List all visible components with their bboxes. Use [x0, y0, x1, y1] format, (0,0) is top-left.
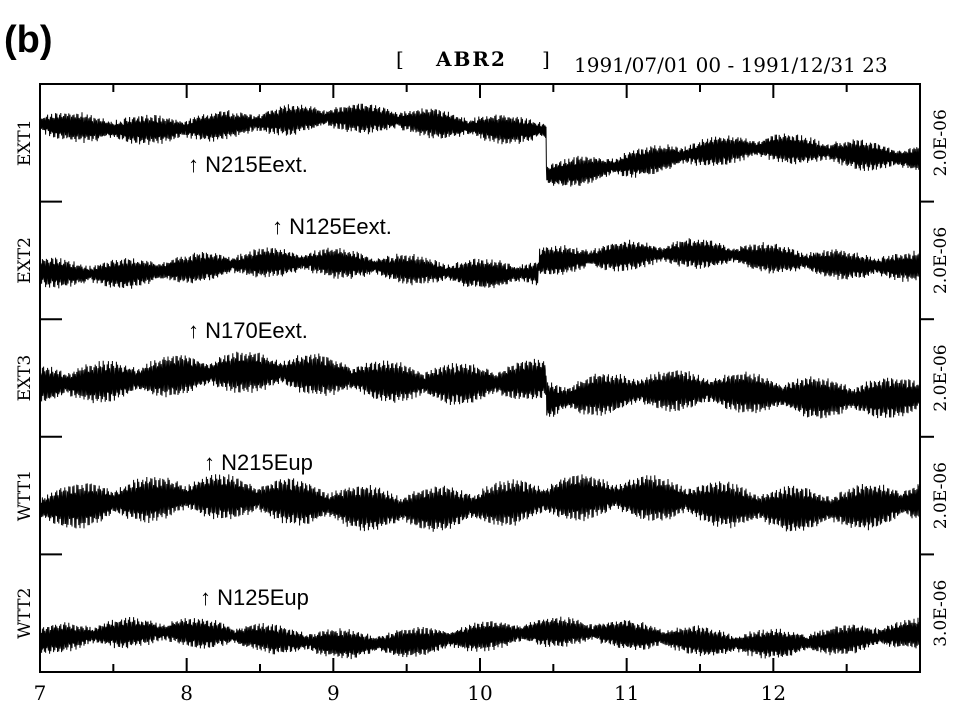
scale-label: 2.0E-06	[931, 344, 951, 411]
scale-labels: 2.0E-06 2.0E-06 2.0E-06 2.0E-06 3.0E-06	[931, 109, 951, 647]
trace-annotation: ↑ N125Eup	[200, 585, 309, 610]
trace-ext3	[39, 351, 921, 419]
x-tick-labels: 7 8 9 10 11 12	[34, 681, 786, 705]
x-tick-label: 9	[327, 681, 340, 705]
trace-wtt1	[39, 474, 921, 532]
scale-label: 3.0E-06	[931, 580, 951, 647]
trace-annotation: ↑ N215Eup	[204, 450, 313, 475]
x-tick-label: 7	[34, 681, 47, 705]
trace-group	[39, 103, 921, 660]
trace-annotations: ↑ N215Eext. ↑ N125Eext. ↑ N170Eext. ↑ N215E…	[188, 152, 392, 610]
channel-label: EXT2	[15, 237, 35, 284]
trace-annotation: ↑ N170Eext.	[188, 318, 308, 343]
scale-label: 2.0E-06	[931, 109, 951, 176]
scale-label: 2.0E-06	[931, 227, 951, 294]
x-tick-label: 11	[614, 681, 639, 705]
title-bracket-open: [	[396, 47, 404, 71]
x-tick-label: 8	[180, 681, 193, 705]
panel-label: (b)	[4, 19, 53, 61]
channel-label: EXT3	[15, 355, 35, 402]
axis-ticks	[39, 84, 934, 672]
trace-annotation: ↑ N125Eext.	[272, 214, 392, 239]
trace-wtt2	[39, 616, 921, 660]
channel-label: WTT1	[15, 470, 35, 521]
title-station: ABR2	[435, 47, 507, 71]
x-tick-label: 10	[467, 681, 492, 705]
trace-ext1	[39, 103, 921, 187]
scale-label: 2.0E-06	[931, 462, 951, 529]
title-date-range: 1991/07/01 00 - 1991/12/31 23	[574, 53, 888, 77]
x-tick-label: 12	[761, 681, 786, 705]
channel-labels: EXT1 EXT2 EXT3 WTT1 WTT2	[15, 119, 35, 638]
channel-label: WTT2	[15, 588, 35, 639]
trace-ext2	[39, 238, 921, 289]
channel-label: EXT1	[15, 119, 35, 166]
trace-annotation: ↑ N215Eext.	[188, 152, 308, 177]
title-bracket-close: ]	[542, 47, 550, 71]
